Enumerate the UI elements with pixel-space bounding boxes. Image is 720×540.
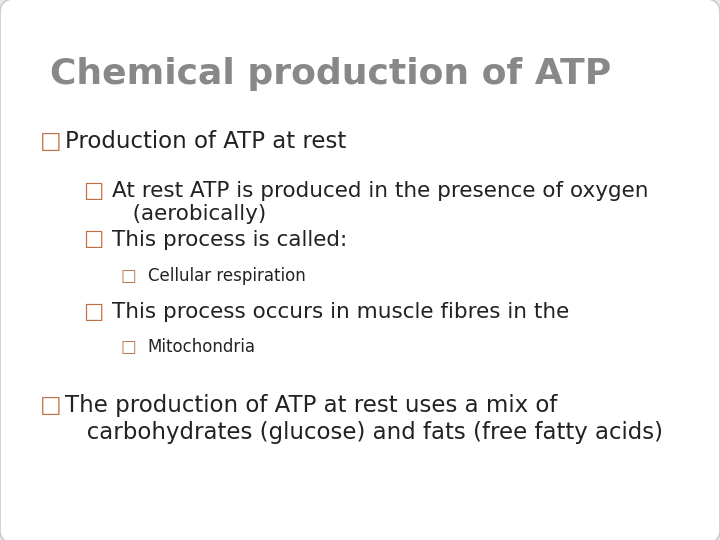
Text: □: □: [121, 267, 137, 285]
Text: The production of ATP at rest uses a mix of
   carbohydrates (glucose) and fats : The production of ATP at rest uses a mix…: [65, 394, 663, 444]
Text: □: □: [83, 181, 103, 201]
Text: □: □: [83, 230, 103, 249]
Text: This process occurs in muscle fibres in the: This process occurs in muscle fibres in …: [112, 302, 569, 322]
Text: At rest ATP is produced in the presence of oxygen
   (aerobically): At rest ATP is produced in the presence …: [112, 181, 648, 224]
Text: Chemical production of ATP: Chemical production of ATP: [50, 57, 612, 91]
Text: This process is called:: This process is called:: [112, 230, 347, 249]
Text: Production of ATP at rest: Production of ATP at rest: [65, 130, 346, 153]
Text: □: □: [40, 394, 61, 417]
Text: □: □: [40, 130, 61, 153]
Text: □: □: [121, 338, 137, 355]
Text: Mitochondria: Mitochondria: [148, 338, 256, 355]
Text: □: □: [83, 302, 103, 322]
Text: Cellular respiration: Cellular respiration: [148, 267, 305, 285]
